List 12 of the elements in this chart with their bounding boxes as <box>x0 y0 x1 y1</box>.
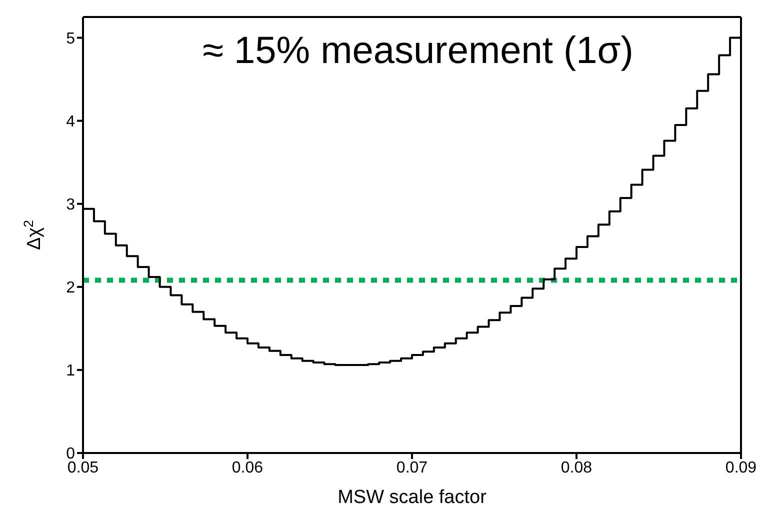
x-tick-label: 0.06 <box>232 459 264 476</box>
x-tick-label: 0.05 <box>67 459 99 476</box>
y-tick-label: 3 <box>66 196 76 214</box>
y-tick-label: 5 <box>66 30 76 48</box>
x-tick-label: 0.09 <box>725 459 757 476</box>
y-tick-label: 4 <box>66 113 76 130</box>
annotation: ≈ 15% measurement (1σ) <box>202 30 634 73</box>
y-tick-label: 2 <box>66 280 76 297</box>
x-tick-label: 0.08 <box>560 459 592 476</box>
x-tick-label: 0.07 <box>396 459 428 476</box>
y-tick-label: 1 <box>66 362 76 380</box>
x-axis-title: MSW scale factor <box>338 487 488 508</box>
